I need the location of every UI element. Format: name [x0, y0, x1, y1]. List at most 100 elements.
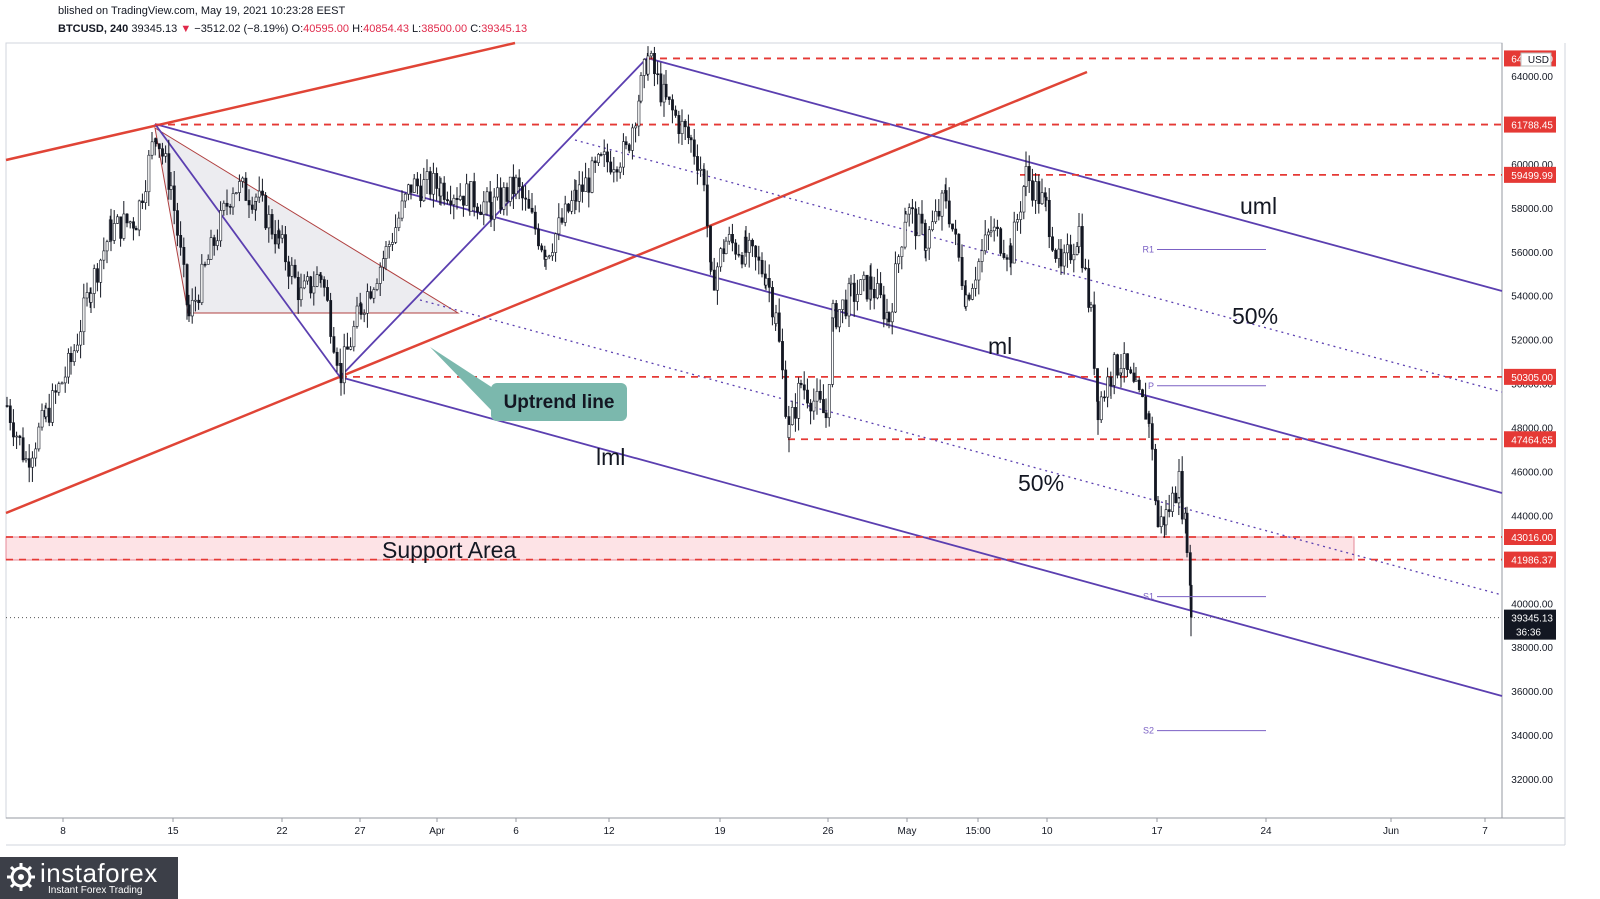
candle — [677, 110, 681, 144]
candle — [567, 202, 570, 214]
candle — [425, 159, 429, 194]
candle — [1034, 173, 1038, 214]
candle — [134, 225, 138, 231]
candle — [147, 150, 151, 207]
candle — [40, 403, 44, 431]
candle — [132, 217, 135, 241]
candle — [141, 193, 144, 210]
candle — [767, 264, 771, 303]
candle — [54, 384, 58, 404]
last-candle — [1190, 584, 1193, 637]
red-upper-channel-line — [5, 41, 516, 162]
candle — [312, 271, 316, 306]
candle — [514, 174, 518, 200]
candle — [27, 444, 31, 483]
candle — [462, 195, 465, 217]
candle — [79, 319, 83, 359]
candle — [757, 245, 761, 275]
candle — [362, 309, 366, 323]
candle — [37, 422, 41, 452]
candle — [455, 187, 459, 210]
y-tick-label: 44000.00 — [1511, 511, 1553, 522]
time-axis[interactable]: 8 15 22 27 Apr 6 12 19 26 May 15:00 10 17 24 Jun 7 — [60, 818, 1488, 837]
candle — [346, 332, 349, 350]
candle — [1019, 201, 1023, 234]
candle — [802, 371, 806, 400]
candle — [667, 96, 671, 105]
candle — [659, 62, 663, 107]
pivot-levels: R1 P S1 S2 — [1142, 245, 1266, 736]
x-tick-label: 26 — [822, 826, 834, 837]
candle — [172, 171, 176, 225]
candle — [1069, 234, 1073, 264]
candle — [422, 167, 426, 202]
watermark-subtitle: Instant Forex Trading — [48, 885, 143, 896]
upper-50-line — [574, 139, 1503, 393]
candle — [771, 280, 774, 326]
x-tick-label: 24 — [1260, 826, 1272, 837]
candle — [992, 218, 996, 242]
price-level-tag-bg — [1504, 431, 1556, 448]
candle — [277, 228, 281, 250]
candle — [917, 207, 921, 237]
candle — [176, 202, 179, 247]
candle — [206, 254, 210, 265]
candle — [161, 142, 164, 165]
candle — [116, 214, 119, 225]
candle — [254, 193, 258, 211]
candle — [1022, 185, 1026, 220]
candle — [847, 277, 851, 328]
candle — [287, 255, 291, 290]
candle — [200, 254, 204, 306]
candle — [615, 166, 619, 182]
candle — [342, 333, 346, 395]
candle — [128, 220, 132, 229]
candle — [89, 287, 93, 313]
support-area-zone — [5, 536, 1355, 561]
candle — [1109, 384, 1113, 399]
instaforex-watermark: instaforex Instant Forex Trading — [0, 857, 178, 899]
y-tick-label: 50000.00 — [1511, 380, 1553, 391]
y-tick-label: 32000.00 — [1511, 775, 1553, 786]
candle — [731, 223, 734, 252]
candle — [687, 114, 690, 145]
candle — [51, 383, 54, 427]
candle — [964, 280, 968, 311]
x-tick-label: 7 — [1482, 826, 1488, 837]
candle — [1164, 499, 1168, 536]
candle — [280, 225, 284, 244]
candle — [306, 271, 309, 285]
candle — [947, 187, 951, 228]
candle — [1129, 366, 1133, 375]
candle — [432, 162, 435, 208]
candle — [122, 201, 126, 241]
candle — [212, 234, 216, 256]
y-tick-label: 40000.00 — [1511, 599, 1553, 610]
candle — [989, 216, 993, 238]
candle — [882, 285, 886, 328]
candle — [1031, 168, 1034, 207]
candle — [760, 252, 764, 278]
price-level-tag-bg — [1504, 116, 1556, 133]
candle — [560, 208, 564, 225]
candle — [599, 152, 603, 157]
candle — [1156, 496, 1160, 528]
candle — [1112, 352, 1116, 395]
candle — [179, 221, 183, 256]
candle — [150, 131, 154, 160]
uptrend-callout-box[interactable] — [491, 383, 627, 421]
y-tick-label: 56000.00 — [1511, 248, 1553, 259]
x-tick-label: 6 — [513, 826, 519, 837]
symbol-label[interactable]: BTCUSD, 240 — [58, 23, 129, 35]
candle — [465, 173, 469, 206]
price-level-tag: 61788.45 — [1511, 121, 1553, 132]
open-label: O: — [291, 23, 304, 35]
candle — [1066, 233, 1069, 268]
candle — [238, 174, 241, 202]
candle — [815, 378, 819, 415]
candle — [1180, 456, 1184, 525]
candle — [329, 292, 333, 344]
candle — [590, 156, 594, 194]
candle — [302, 274, 306, 290]
